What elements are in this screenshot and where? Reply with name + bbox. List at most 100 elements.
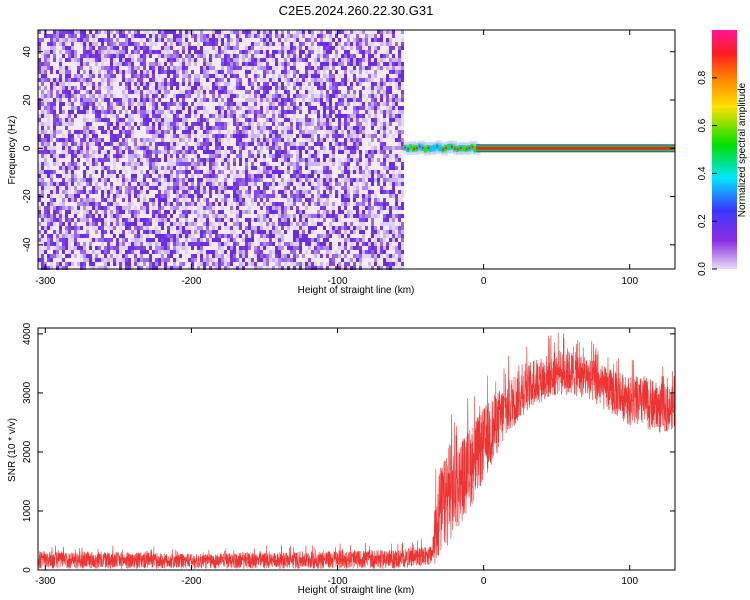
heatmap-cell [113, 34, 116, 38]
heatmap-cell [176, 266, 179, 270]
heatmap-cell [146, 86, 149, 90]
heatmap-cell [281, 250, 284, 254]
heatmap-cell [59, 230, 62, 234]
heatmap-cell [260, 86, 263, 90]
heatmap-cell [44, 114, 47, 118]
heatmap-cell [95, 106, 98, 110]
heatmap-cell [203, 50, 206, 54]
heatmap-cell [266, 94, 269, 98]
heatmap-cell [122, 210, 125, 214]
heatmap-cell [263, 266, 266, 270]
heatmap-cell [239, 182, 242, 186]
heatmap-cell [203, 154, 206, 158]
heatmap-cell [209, 258, 212, 262]
heatmap-cell [104, 194, 107, 198]
heatmap-cell [149, 118, 152, 122]
heatmap-cell [221, 210, 224, 214]
heatmap-cell [107, 246, 110, 250]
heatmap-cell [38, 158, 41, 162]
heatmap-cell [173, 66, 176, 70]
heatmap-cell [77, 198, 80, 202]
heatmap-cell [122, 50, 125, 54]
heatmap-cell [65, 154, 68, 158]
heatmap-cell [143, 118, 146, 122]
heatmap-cell [251, 102, 254, 106]
heatmap-cell [47, 90, 50, 94]
heatmap-cell [194, 150, 197, 154]
heatmap-cell [269, 130, 272, 134]
heatmap-cell [197, 150, 200, 154]
heatmap-cell [236, 242, 239, 246]
heatmap-cell [245, 122, 248, 126]
heatmap-cell [239, 202, 242, 206]
heatmap-cell [128, 46, 131, 50]
heatmap-cell [65, 206, 68, 210]
heatmap-cell [80, 258, 83, 262]
heatmap-cell [131, 242, 134, 246]
heatmap-cell [89, 90, 92, 94]
heatmap-cell [272, 122, 275, 126]
heatmap-cell [212, 226, 215, 230]
heatmap-cell [215, 86, 218, 90]
heatmap-cell [128, 174, 131, 178]
heatmap-cell [86, 162, 89, 166]
heatmap-cell [254, 182, 257, 186]
heatmap-cell [182, 138, 185, 142]
heatmap-cell [164, 42, 167, 46]
heatmap-cell [53, 114, 56, 118]
heatmap-cell [233, 50, 236, 54]
heatmap-cell [41, 234, 44, 238]
heatmap-cell [251, 226, 254, 230]
heatmap-cell [101, 210, 104, 214]
heatmap-cell [242, 250, 245, 254]
heatmap-cell [59, 82, 62, 86]
heatmap-cell [113, 198, 116, 202]
heatmap-cell [245, 258, 248, 262]
heatmap-cell [56, 166, 59, 170]
heatmap-cell [101, 122, 104, 126]
heatmap-cell [77, 162, 80, 166]
heatmap-cell [128, 254, 131, 258]
heatmap-cell [83, 94, 86, 98]
heatmap-cell [143, 222, 146, 226]
heatmap-cell [242, 266, 245, 270]
heatmap-cell [128, 186, 131, 190]
heatmap-cell [110, 74, 113, 78]
heatmap-cell [182, 218, 185, 222]
heatmap-cell [68, 206, 71, 210]
heatmap-cell [236, 106, 239, 110]
heatmap-cell [173, 46, 176, 50]
heatmap-cell [266, 246, 269, 250]
heatmap-cell [164, 34, 167, 38]
heatmap-cell [200, 82, 203, 86]
heatmap-cell [176, 82, 179, 86]
heatmap-cell [188, 42, 191, 46]
heatmap-cell [167, 154, 170, 158]
heatmap-cell [56, 262, 59, 266]
heatmap-cell [194, 82, 197, 86]
heatmap-cell [38, 246, 41, 250]
heatmap-cell [98, 174, 101, 178]
heatmap-cell [146, 258, 149, 262]
heatmap-cell [122, 170, 125, 174]
heatmap-cell [197, 162, 200, 166]
heatmap-cell [233, 206, 236, 210]
heatmap-cell [278, 202, 281, 206]
heatmap-cell [170, 166, 173, 170]
heatmap-cell [50, 218, 53, 222]
heatmap-cell [275, 210, 278, 214]
heatmap-cell [149, 110, 152, 114]
heatmap-cell [284, 134, 287, 138]
heatmap-cell [194, 170, 197, 174]
heatmap-cell [128, 70, 131, 74]
heatmap-cell [53, 134, 56, 138]
heatmap-cell [248, 158, 251, 162]
heatmap-cell [248, 238, 251, 242]
heatmap-cell [155, 90, 158, 94]
heatmap-cell [47, 262, 50, 266]
heatmap-cell [107, 210, 110, 214]
heatmap-cell [230, 134, 233, 138]
heatmap-cell [86, 114, 89, 118]
heatmap-cell [95, 210, 98, 214]
heatmap-cell [236, 146, 239, 150]
